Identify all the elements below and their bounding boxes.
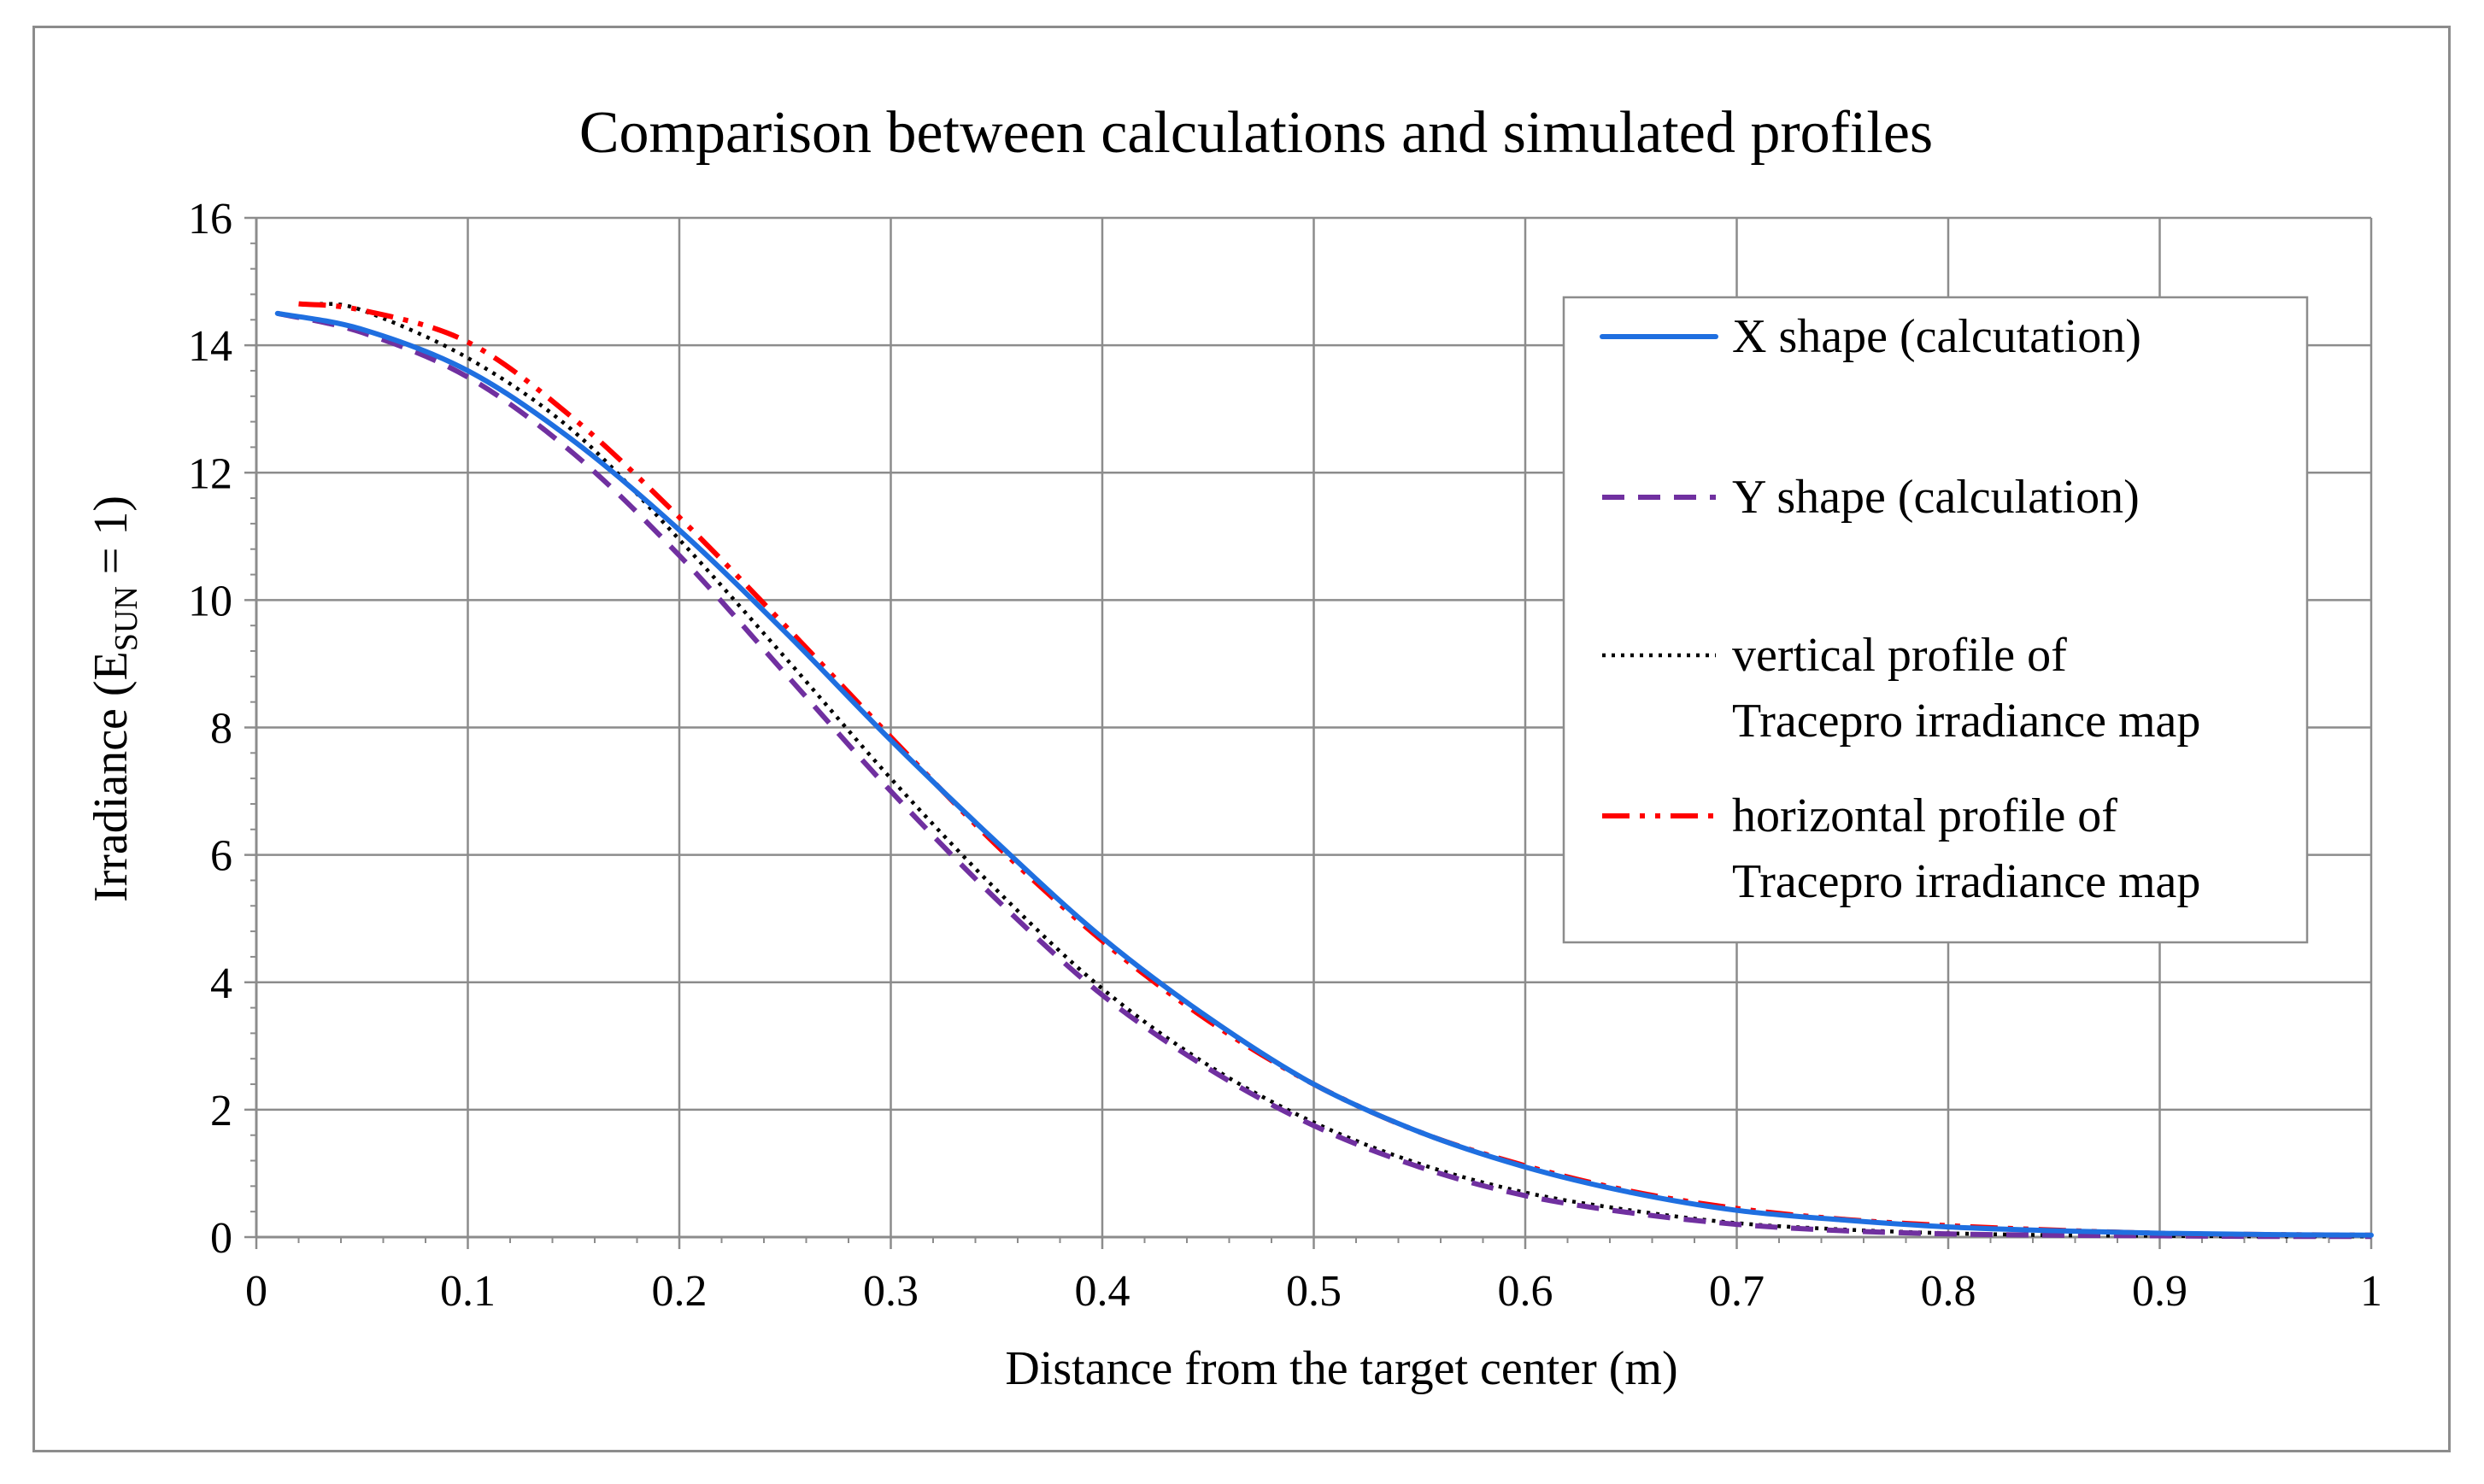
series-line-1 [274, 310, 2374, 1238]
legend-label: Y shape (calculation) [1732, 471, 2140, 524]
x-tick-label: 0.3 [863, 1267, 919, 1316]
y-tick-label: 12 [188, 449, 232, 498]
legend-label: Tracepro irradiance map [1732, 855, 2200, 908]
x-tick-label: 0.7 [1709, 1267, 1765, 1316]
y-axis-label-subscript: SUN [109, 586, 144, 651]
x-tick-label: 0.2 [652, 1267, 708, 1316]
x-axis-label: Distance from the target center (m) [1005, 1342, 1677, 1395]
y-axis-label: Irradiance (ESUN = 1) [85, 496, 144, 902]
legend: X shape (calcutation) Y shape (calculatio… [1562, 296, 2309, 944]
legend-label: vertical profile of [1732, 629, 2067, 682]
y-tick-label: 16 [188, 195, 232, 243]
legend-label: horizontal profile of [1732, 789, 2117, 842]
y-tick-label: 10 [188, 577, 232, 625]
y-tick-label: 6 [210, 832, 232, 881]
series-line-2 [277, 310, 2372, 1240]
x-tick-label: 0.6 [1498, 1267, 1553, 1316]
y-tick-label: 14 [188, 322, 232, 371]
x-tick-label: 0.9 [2132, 1267, 2187, 1316]
legend-label: Tracepro irradiance map [1732, 695, 2200, 748]
y-tick-label: 2 [210, 1087, 232, 1135]
y-tick-label: 8 [210, 705, 232, 754]
y-tick-label: 4 [210, 959, 232, 1008]
x-tick-label: 0.5 [1286, 1267, 1342, 1316]
y-tick-label: 0 [210, 1214, 232, 1263]
x-tick-label: 0.4 [1075, 1267, 1130, 1316]
legend-label: X shape (calcutation) [1732, 310, 2141, 363]
chart-title: Comparison between calculations and simu… [579, 100, 1933, 166]
series-line-3 [319, 302, 2372, 1239]
axes: 0 2 4 6 8 10 12 14 16 0 0.1 0.2 0.3 0.4 0.5 0.6 0.7 0.8 0.… [188, 195, 2382, 1316]
y-axis-label-prefix: Irradiance (E [85, 651, 138, 902]
x-tick-label: 0 [245, 1267, 267, 1316]
series-layer [274, 301, 2374, 1240]
legend-box [1562, 296, 2309, 944]
x-tick-label: 0.8 [1921, 1267, 1976, 1316]
x-tick-label: 1 [2360, 1267, 2382, 1316]
x-tick-label: 0.1 [440, 1267, 496, 1316]
y-axis-label-suffix: = 1) [85, 496, 138, 586]
